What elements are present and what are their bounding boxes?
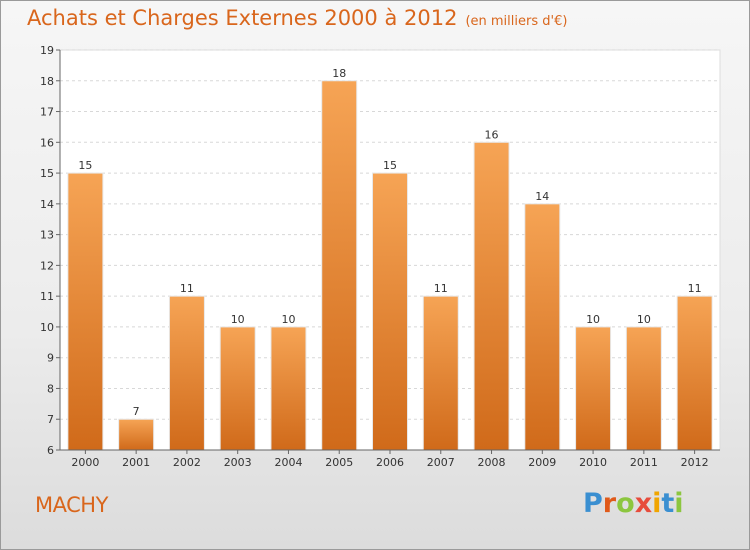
y-tick-label: 8 — [47, 382, 54, 395]
logo-letter: i — [674, 488, 684, 519]
y-tick-label: 13 — [40, 229, 54, 242]
y-tick-label: 9 — [47, 352, 54, 365]
y-tick-label: 14 — [40, 198, 54, 211]
x-tick-label: 2002 — [173, 456, 201, 469]
bar-2005 — [321, 80, 358, 451]
value-label: 15 — [78, 159, 92, 172]
x-tick-label: 2003 — [224, 456, 252, 469]
bar-2003 — [219, 326, 256, 451]
value-label: 18 — [332, 67, 346, 80]
y-tick-label: 6 — [47, 444, 54, 457]
bar-2008 — [473, 141, 510, 451]
value-label: 14 — [535, 190, 549, 203]
bar-2001 — [118, 418, 155, 451]
value-label: 10 — [281, 313, 295, 326]
logo-letter: i — [652, 488, 662, 519]
value-label: 16 — [485, 128, 499, 141]
logo-letter: P — [583, 488, 603, 519]
bar-2010 — [575, 326, 612, 451]
x-tick-label: 2012 — [681, 456, 709, 469]
x-tick-label: 2008 — [478, 456, 506, 469]
y-tick-label: 16 — [40, 136, 54, 149]
value-label: 10 — [586, 313, 600, 326]
value-label: 10 — [231, 313, 245, 326]
y-tick-label: 11 — [40, 290, 54, 303]
x-tick-label: 2005 — [325, 456, 353, 469]
x-tick-label: 2004 — [274, 456, 302, 469]
y-tick-label: 7 — [47, 413, 54, 426]
x-tick-label: 2009 — [528, 456, 556, 469]
unit-label: (en milliers d'€) — [465, 14, 568, 29]
logo-letter: x — [634, 488, 653, 519]
x-tick-label: 2006 — [376, 456, 404, 469]
x-tick-label: 2001 — [122, 456, 150, 469]
bar-2007 — [422, 295, 459, 451]
value-label: 7 — [133, 405, 140, 418]
bar-2004 — [270, 326, 307, 451]
value-label: 10 — [637, 313, 651, 326]
bar-2009 — [524, 203, 561, 451]
x-tick-label: 2010 — [579, 456, 607, 469]
title-text: Achats et Charges Externes 2000 à 2012 — [27, 6, 458, 30]
bar-2012 — [676, 295, 713, 451]
chart-title: Achats et Charges Externes 2000 à 2012 (e… — [27, 6, 567, 30]
bar-2006 — [372, 172, 408, 451]
bar-2011 — [625, 326, 662, 451]
value-label: 15 — [383, 159, 397, 172]
x-tick-label: 2000 — [71, 456, 99, 469]
y-tick-label: 15 — [40, 167, 54, 180]
value-label: 11 — [180, 282, 194, 295]
logo-letter: o — [616, 488, 635, 519]
value-label: 11 — [434, 282, 448, 295]
proxiti-logo: Proxiti — [583, 488, 684, 519]
y-tick-label: 10 — [40, 321, 54, 334]
logo-letter: t — [661, 488, 675, 519]
commune-name: MACHY — [35, 493, 108, 517]
bar-2002 — [168, 295, 205, 451]
y-tick-label: 12 — [40, 259, 54, 272]
value-label: 11 — [688, 282, 702, 295]
x-tick-label: 2011 — [630, 456, 658, 469]
x-tick-label: 2007 — [427, 456, 455, 469]
bar-2000 — [67, 172, 104, 451]
y-tick-label: 18 — [40, 75, 54, 88]
y-tick-label: 19 — [40, 44, 54, 57]
y-tick-label: 17 — [40, 106, 54, 119]
logo-letter: r — [602, 488, 617, 519]
